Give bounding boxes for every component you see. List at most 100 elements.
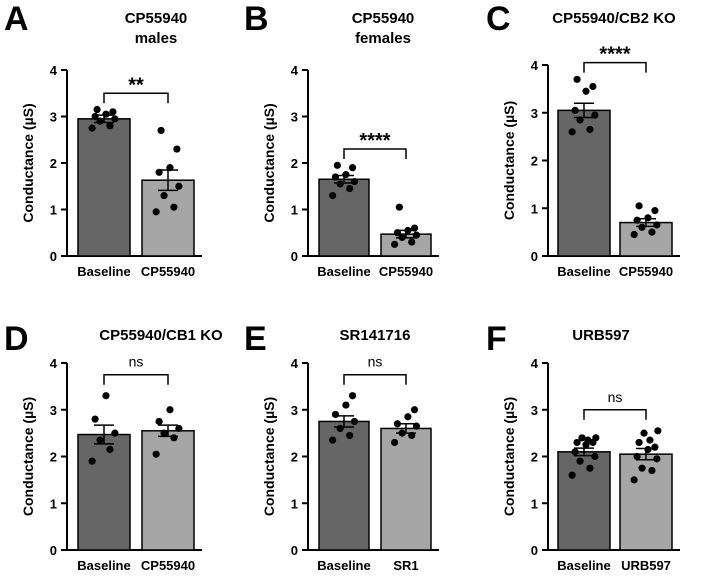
data-point xyxy=(348,164,357,172)
data-point xyxy=(175,182,183,190)
y-tick-label: 3 xyxy=(531,106,538,121)
y-tick-label: 4 xyxy=(291,63,299,78)
y-tick-label: 2 xyxy=(291,156,298,171)
y-tick-label: 0 xyxy=(291,543,298,558)
significance-label: ns xyxy=(608,389,623,405)
data-point xyxy=(170,434,178,442)
data-point xyxy=(333,161,341,169)
data-point xyxy=(102,392,110,400)
significance-bracket xyxy=(103,92,169,104)
data-point xyxy=(630,230,638,239)
panel-letter: A xyxy=(4,0,29,38)
y-tick-label: 3 xyxy=(50,403,57,418)
data-point xyxy=(651,207,659,215)
data-point xyxy=(329,436,337,444)
data-point xyxy=(155,417,163,426)
data-point xyxy=(350,417,359,426)
data-point xyxy=(651,443,659,451)
significance-label: **** xyxy=(359,130,390,152)
x-tick-label: Baseline xyxy=(77,264,130,279)
panel-letter: F xyxy=(486,320,507,358)
data-point xyxy=(93,105,101,114)
data-point xyxy=(633,216,641,224)
data-point xyxy=(648,466,656,475)
panel-letter: B xyxy=(244,0,269,38)
data-point xyxy=(88,457,96,465)
data-point xyxy=(348,392,357,400)
y-tick-label: 3 xyxy=(50,110,57,125)
y-axis-label: Conductance (µS) xyxy=(20,397,36,516)
y-tick-label: 1 xyxy=(291,203,298,218)
significance-label: ** xyxy=(128,74,144,96)
y-axis-label: Conductance (µS) xyxy=(261,103,277,222)
y-tick-label: 1 xyxy=(531,496,538,511)
data-point xyxy=(88,124,96,132)
data-point xyxy=(152,450,160,458)
data-point xyxy=(393,229,402,237)
significance-bracket xyxy=(583,61,647,73)
bar-1 xyxy=(141,430,195,551)
chart-title: CP55940 xyxy=(352,10,415,27)
data-point xyxy=(404,226,412,235)
data-point xyxy=(638,464,646,472)
data-point xyxy=(412,422,421,430)
data-point xyxy=(160,429,168,437)
data-point xyxy=(155,168,163,176)
panel-c: C CP55940/CB2 KO Conductance (µS) 0 1 2 3 4 Base… xyxy=(486,0,680,279)
data-point xyxy=(640,429,648,437)
data-point xyxy=(398,429,406,437)
data-point xyxy=(170,203,178,211)
bar-1 xyxy=(141,179,195,257)
data-point xyxy=(173,145,181,153)
data-point xyxy=(633,452,641,461)
data-point xyxy=(96,117,104,125)
bar-0 xyxy=(318,178,370,257)
panel-d: D CP55940/CB1 KO Conductance (µS) 0 1 2 3 4 Base… xyxy=(4,320,223,573)
y-tick-label: 2 xyxy=(531,154,538,169)
data-point xyxy=(404,413,412,421)
data-point xyxy=(393,420,402,428)
data-point xyxy=(91,415,99,423)
y-tick-label: 0 xyxy=(291,249,298,264)
data-point xyxy=(410,224,419,232)
significance-label: **** xyxy=(599,44,630,66)
y-axis-label: Conductance (µS) xyxy=(501,101,517,220)
bar-0 xyxy=(557,451,611,551)
significance-label: ns xyxy=(129,354,144,370)
data-point xyxy=(152,208,160,216)
y-axis-label: Conductance (µS) xyxy=(501,397,517,516)
data-point xyxy=(648,228,656,236)
data-point xyxy=(106,122,114,130)
data-point xyxy=(91,112,99,121)
panel-a: A CP55940 males Conductance (µS) 0 1 2 3 4 Baseli… xyxy=(4,0,202,279)
significance-bracket xyxy=(343,148,407,160)
panel-f: F URB597 Conductance (µS) 0 1 2 3 4 Baseline URB5… xyxy=(486,320,680,573)
chart-title: CP55940/CB2 KO xyxy=(552,10,676,27)
y-tick-label: 1 xyxy=(50,203,57,218)
data-point xyxy=(654,427,662,435)
data-point xyxy=(586,125,594,134)
y-tick-label: 4 xyxy=(50,63,58,78)
data-point xyxy=(644,214,652,222)
data-point xyxy=(591,111,599,119)
data-point xyxy=(638,223,646,231)
x-tick-label: CP55940 xyxy=(141,558,195,573)
y-axis-label: Conductance (µS) xyxy=(20,103,36,222)
data-point xyxy=(346,431,354,440)
bar-0 xyxy=(318,420,370,551)
y-tick-label: 2 xyxy=(50,156,57,171)
x-tick-label: Baseline xyxy=(77,558,130,573)
significance-bracket xyxy=(583,409,647,420)
data-point xyxy=(398,233,406,241)
y-tick-label: 0 xyxy=(50,249,57,264)
y-tick-label: 1 xyxy=(531,201,538,216)
x-tick-label: Baseline xyxy=(317,264,370,279)
bar-0 xyxy=(557,109,611,257)
data-point xyxy=(591,452,599,461)
data-point xyxy=(336,180,344,188)
data-point xyxy=(342,401,350,409)
chart-title: CP55940/CB1 KO xyxy=(99,327,223,344)
panel-e: E SR141716 Conductance (µS) 0 1 2 3 4 Baseline SR… xyxy=(244,320,439,573)
data-point xyxy=(111,429,119,437)
